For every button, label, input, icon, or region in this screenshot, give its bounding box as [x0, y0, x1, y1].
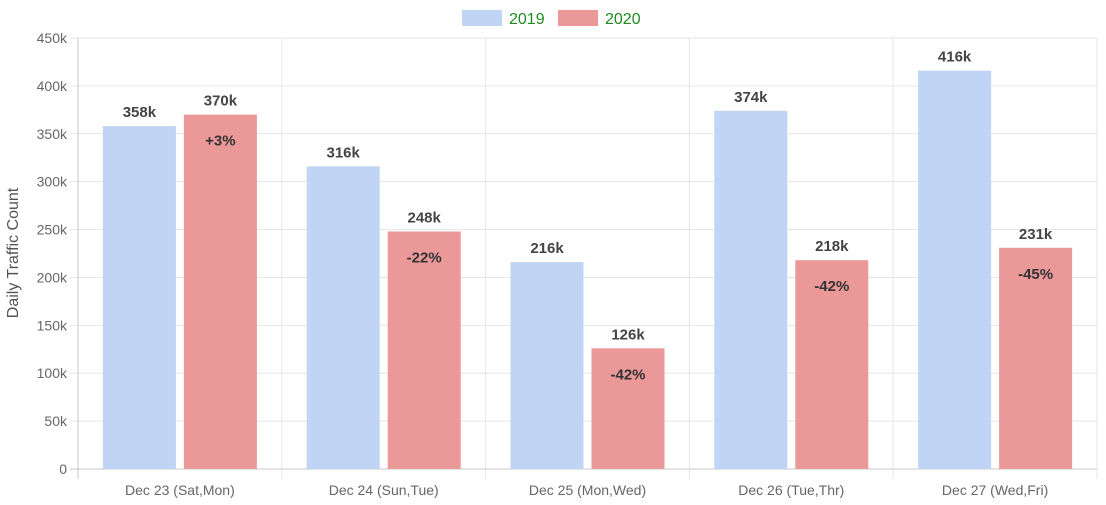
bar-2019-3[interactable] [714, 110, 788, 470]
value-label-2019-3: 374k [734, 89, 768, 106]
value-label-2020-2: 126k [611, 326, 645, 343]
x-tick-label: Dec 25 (Mon,Wed) [529, 482, 646, 498]
y-tick-label: 50k [44, 413, 68, 429]
bar-2020-2[interactable] [591, 348, 665, 469]
legend-swatch [462, 10, 502, 26]
x-tick-label: Dec 26 (Tue,Thr) [738, 482, 844, 498]
change-label-3: -42% [814, 278, 849, 295]
x-tick-label: Dec 23 (Sat,Mon) [125, 482, 235, 498]
bar-2020-1[interactable] [387, 231, 461, 469]
x-tick-label: Dec 27 (Wed,Fri) [942, 482, 1048, 498]
bars: 358k 370k +3% 316k 248k -22% 216k 126k -42% 374k 2… [102, 49, 1073, 470]
bar-2020-4[interactable] [999, 247, 1073, 469]
legend-label: 2020 [605, 11, 641, 28]
y-axis-label: Daily Traffic Count [5, 187, 22, 318]
bar-2019-1[interactable] [306, 166, 380, 469]
y-tick-label: 250k [37, 222, 68, 238]
legend-item-2020[interactable]: 2020 [558, 10, 641, 28]
legend-item-2019[interactable]: 2019 [462, 10, 545, 28]
x-tick-label: Dec 24 (Sun,Tue) [329, 482, 439, 498]
x-axis: Dec 23 (Sat,Mon) Dec 24 (Sun,Tue) Dec 25 (… [125, 482, 1048, 498]
legend-label: 2019 [509, 11, 545, 28]
y-tick-label: 150k [37, 317, 68, 333]
y-tick-label: 0 [59, 461, 67, 477]
change-label-2: -42% [610, 366, 645, 383]
value-label-2020-4: 231k [1019, 226, 1053, 243]
change-label-4: -45% [1018, 266, 1053, 283]
change-label-1: -22% [407, 249, 442, 266]
y-axis: 0 50k 100k 150k 200k 250k 300k 350k 400k 450k [37, 30, 68, 477]
change-label-0: +3% [205, 133, 235, 150]
y-tick-label: 200k [37, 269, 68, 285]
value-label-2019-4: 416k [938, 49, 972, 66]
bar-2019-4[interactable] [918, 70, 992, 469]
bar-2019-0[interactable] [102, 126, 176, 470]
value-label-2019-2: 216k [530, 240, 564, 257]
y-tick-label: 450k [37, 30, 68, 46]
legend[interactable]: 2019 2020 [462, 10, 641, 28]
bar-2020-0[interactable] [183, 114, 257, 469]
y-tick-label: 350k [37, 126, 68, 142]
value-label-2019-0: 358k [123, 104, 157, 121]
y-tick-label: 100k [37, 365, 68, 381]
bar-2020-3[interactable] [795, 260, 869, 469]
value-label-2020-3: 218k [815, 238, 849, 255]
value-label-2019-1: 316k [327, 144, 361, 161]
value-label-2020-0: 370k [204, 93, 238, 110]
bar-2019-2[interactable] [510, 262, 584, 469]
y-tick-label: 400k [37, 78, 68, 94]
legend-swatch [558, 10, 598, 26]
y-tick-label: 300k [37, 174, 68, 190]
value-label-2020-1: 248k [408, 209, 442, 226]
